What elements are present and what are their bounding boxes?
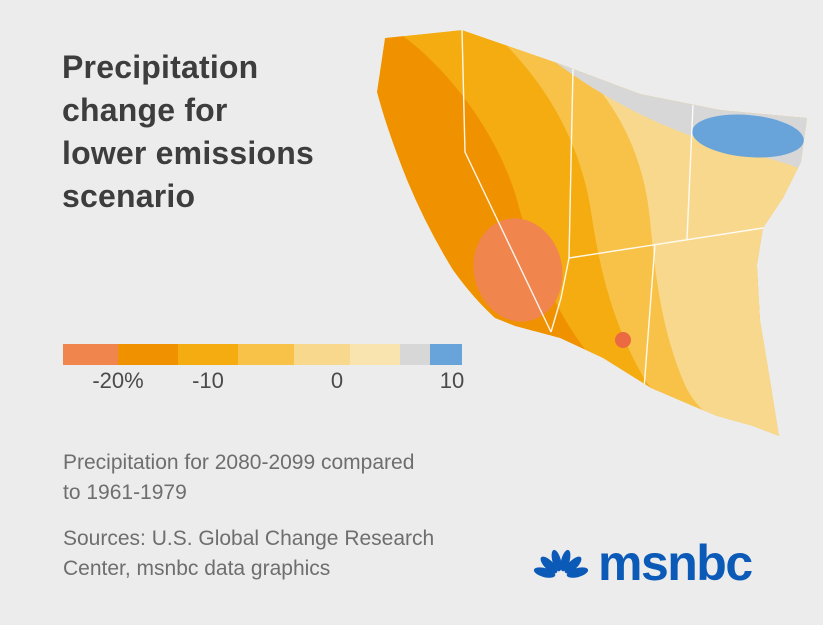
title-line-1: Precipitation xyxy=(62,49,259,85)
sources-note-line-1: Sources: U.S. Global Change Research xyxy=(63,527,435,550)
map-region-blue xyxy=(692,114,804,158)
state-border-az-nm xyxy=(642,243,656,403)
sources-note: Sources: U.S. Global Change Research Cen… xyxy=(63,524,434,584)
legend-segment-amber xyxy=(178,344,238,365)
legend-color-bar xyxy=(63,344,462,365)
legend-segment-blue xyxy=(430,344,462,365)
precipitation-map xyxy=(377,30,807,436)
state-border-ca-nv xyxy=(461,30,552,333)
title-line-4: scenario xyxy=(62,178,196,214)
map-region-pale-yellow xyxy=(585,73,807,436)
state-border-37th-parallel xyxy=(568,223,790,259)
legend-segment-pale-yellow xyxy=(294,344,350,365)
legend-segment-salmon xyxy=(63,344,118,365)
state-border-ut-co xyxy=(686,104,694,240)
msnbc-wordmark: msnbc xyxy=(598,535,753,591)
msnbc-logo: msnbc xyxy=(534,535,753,591)
legend-tick-minus-10: -10 xyxy=(192,368,224,393)
state-border-nv-az xyxy=(550,257,570,333)
msnbc-peacock-icon xyxy=(534,549,588,578)
map-region-red-spot xyxy=(615,332,631,348)
legend-segment-light-amber xyxy=(238,344,294,365)
legend-tick-minus-20: -20% xyxy=(92,368,144,393)
period-note-line-1: Precipitation for 2080-2099 compared xyxy=(63,451,415,474)
page-title: Precipitation change for lower emissions… xyxy=(62,46,314,218)
map-region-orange xyxy=(377,36,651,389)
state-borders-group xyxy=(461,30,790,403)
period-note-line-2: to 1961-1979 xyxy=(63,481,187,504)
legend-segment-gray xyxy=(400,344,430,365)
legend-segment-cream xyxy=(350,344,400,365)
legend-tick-plus-10: 10 xyxy=(439,368,465,393)
legend-tick-zero: 0 xyxy=(330,368,344,393)
state-border-nv-ut xyxy=(568,68,574,259)
map-region-salmon xyxy=(473,218,563,322)
legend-segment-orange xyxy=(118,344,178,365)
period-note: Precipitation for 2080-2099 compared to … xyxy=(63,448,414,508)
title-line-2: change for xyxy=(62,92,228,128)
sources-note-line-2: Center, msnbc data graphics xyxy=(63,557,331,580)
title-line-3: lower emissions xyxy=(62,135,314,171)
